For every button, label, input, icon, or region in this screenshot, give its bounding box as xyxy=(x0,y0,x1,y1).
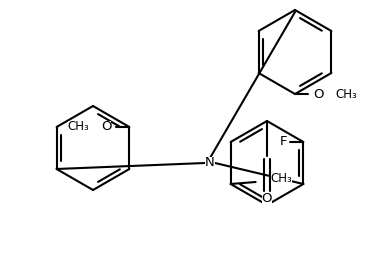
Text: CH₃: CH₃ xyxy=(271,172,293,186)
Text: O: O xyxy=(313,87,324,100)
Text: CH₃: CH₃ xyxy=(68,120,89,133)
Text: O: O xyxy=(262,192,272,205)
Text: CH₃: CH₃ xyxy=(335,87,357,100)
Text: N: N xyxy=(205,156,215,169)
Text: O: O xyxy=(101,120,111,133)
Text: F: F xyxy=(280,136,287,148)
